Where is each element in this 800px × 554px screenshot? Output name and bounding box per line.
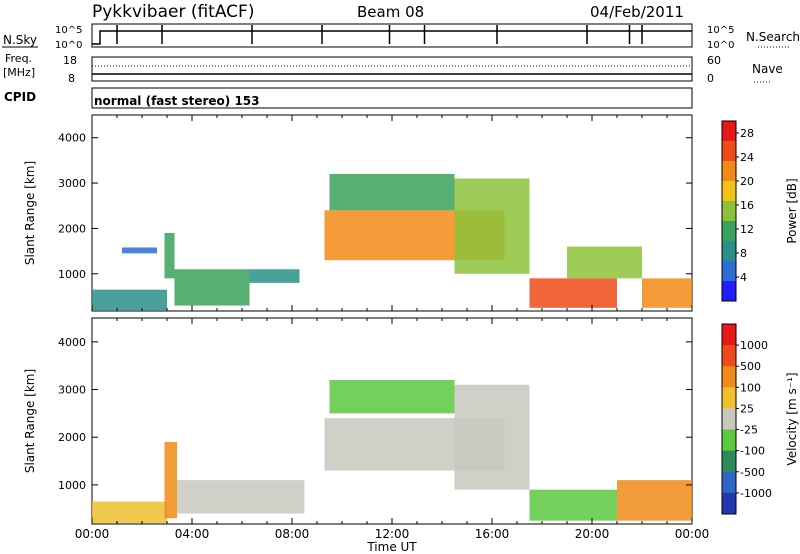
- nsky-tick-top: 10^5: [55, 25, 82, 36]
- velocity-echo-region: [529, 489, 617, 521]
- nsky-label: N.Sky: [3, 33, 37, 47]
- freq-label-top: Freq.: [5, 52, 32, 65]
- power-colorbar-frame: [721, 120, 737, 302]
- cpid-panel-frame: [91, 87, 693, 109]
- velocity-colorbar-segment: [722, 471, 736, 494]
- power-colorbar-title: Power [dB]: [785, 178, 799, 243]
- velocity-echo-region: [177, 480, 305, 514]
- velocity-colorbar-segment: [722, 492, 736, 515]
- power-colorbar-segment: [722, 261, 736, 282]
- power-colorbar-segment: [722, 141, 736, 162]
- power-colorbar-label: 24: [740, 151, 754, 164]
- velocity-colorbar-segment: [722, 324, 736, 346]
- freq-label-bottom: [MHz]: [3, 66, 35, 79]
- nsearch-tick-bottom: 10^0: [707, 40, 734, 51]
- freq-panel-frame: [91, 56, 693, 82]
- power-panel: 1000 2000 3000 4000 Slant Range [km] 4 8 12 16 20…: [23, 114, 799, 312]
- velocity-echo-region: [617, 480, 692, 521]
- velocity-colorbar-label: 500: [740, 360, 761, 373]
- power-colorbar-label: 12: [740, 223, 754, 236]
- velocity-colorbar-label: -100: [740, 445, 765, 458]
- cpid-label: CPID: [4, 90, 36, 104]
- velocity-colorbar-segment: [722, 408, 736, 431]
- power-colorbar-segment: [722, 161, 736, 182]
- power-echo-region: [174, 269, 250, 306]
- power-colorbar-label: 16: [740, 199, 754, 212]
- power-echo-region: [249, 269, 300, 283]
- velocity-colorbar-label: -1000: [740, 487, 772, 500]
- velocity-echo-region: [454, 384, 530, 490]
- x-tick-label: 00:00: [675, 527, 710, 541]
- power-echo-region: [329, 173, 455, 211]
- nsearch-label: N.Search: [746, 30, 800, 44]
- velocity-echo-region: [92, 501, 167, 524]
- power-ytick-label: 1000: [58, 268, 86, 281]
- velocity-colorbar-label: -25: [740, 424, 758, 437]
- power-colorbar-label: 20: [740, 175, 754, 188]
- power-colorbar-segment: [722, 201, 736, 222]
- beam-title: Beam 08: [357, 3, 424, 21]
- power-colorbar-label: 28: [740, 127, 754, 140]
- x-tick-label: 20:00: [575, 527, 610, 541]
- nsky-line: [92, 30, 692, 45]
- velocity-panel: 1000 2000 3000 4000 Slant Range [km] 1000 500 1…: [23, 317, 799, 525]
- velocity-ytick-label: 3000: [58, 384, 86, 397]
- x-axis-label: Time UT: [366, 540, 417, 554]
- x-tick-label: 00:00: [75, 527, 110, 541]
- velocity-echo-region: [329, 379, 455, 414]
- power-colorbar-label: 8: [740, 247, 747, 260]
- x-tick-label: 04:00: [175, 527, 210, 541]
- power-ylabel: Slant Range [km]: [23, 161, 37, 265]
- velocity-colorbar-segment: [722, 450, 736, 473]
- velocity-ytick-label: 1000: [58, 479, 86, 492]
- cpid-text: normal (fast stereo) 153: [94, 94, 260, 108]
- power-echo-region: [92, 289, 167, 311]
- velocity-ytick-label: 2000: [58, 431, 86, 444]
- nsearch-tick-top: 10^5: [707, 25, 734, 36]
- x-tick-label: 16:00: [475, 527, 510, 541]
- date-title: 04/Feb/2011: [590, 3, 684, 21]
- velocity-echo-region: [164, 441, 177, 519]
- power-colorbar-label: 4: [740, 271, 747, 284]
- nave-label: Nave: [752, 62, 783, 76]
- freq-tick-bottom: 8: [68, 72, 75, 85]
- velocity-colorbar-segment: [722, 366, 736, 388]
- velocity-colorbar-label: -500: [740, 466, 765, 479]
- x-tick-label: 08:00: [275, 527, 310, 541]
- power-colorbar-segment: [722, 241, 736, 262]
- x-tick-label: 12:00: [375, 527, 410, 541]
- power-echo-region: [454, 178, 530, 274]
- nave-tick-top: 60: [707, 54, 721, 67]
- power-ytick-label: 3000: [58, 177, 86, 190]
- velocity-colorbar-label: 25: [740, 402, 754, 415]
- power-echo-region: [122, 247, 157, 254]
- power-colorbar-segment: [722, 121, 736, 142]
- power-ytick-label: 4000: [58, 132, 86, 145]
- velocity-ylabel: Slant Range [km]: [23, 369, 37, 473]
- power-ytick-label: 2000: [58, 222, 86, 235]
- velocity-colorbar-label: 1000: [740, 339, 768, 352]
- power-echo-region: [567, 246, 642, 279]
- power-colorbar-segment: [722, 181, 736, 202]
- nsky-trace: [92, 25, 692, 45]
- power-echo-region: [164, 232, 175, 279]
- power-colorbar-segment: [722, 221, 736, 242]
- nsky-panel-frame: [91, 23, 693, 48]
- velocity-colorbar-label: 100: [740, 381, 761, 394]
- velocity-ytick-label: 4000: [58, 336, 86, 349]
- nave-tick-bottom: 0: [707, 72, 714, 85]
- freq-tick-top: 18: [63, 54, 77, 67]
- velocity-colorbar-segment: [722, 345, 736, 367]
- velocity-colorbar-frame: [721, 323, 737, 515]
- station-title: Pykkvibaer (fitACF): [92, 2, 254, 22]
- power-echo-region: [642, 278, 692, 308]
- velocity-colorbar-segment: [722, 429, 736, 452]
- nsky-tick-bottom: 10^0: [55, 40, 82, 51]
- velocity-colorbar-title: Velocity [m s⁻¹]: [785, 372, 799, 465]
- power-echo-region: [529, 278, 617, 308]
- power-colorbar-segment: [722, 281, 736, 302]
- velocity-colorbar-segment: [722, 387, 736, 409]
- x-axis: 00:00 04:00 08:00 12:00 16:00 20:00 00:00: [75, 527, 710, 541]
